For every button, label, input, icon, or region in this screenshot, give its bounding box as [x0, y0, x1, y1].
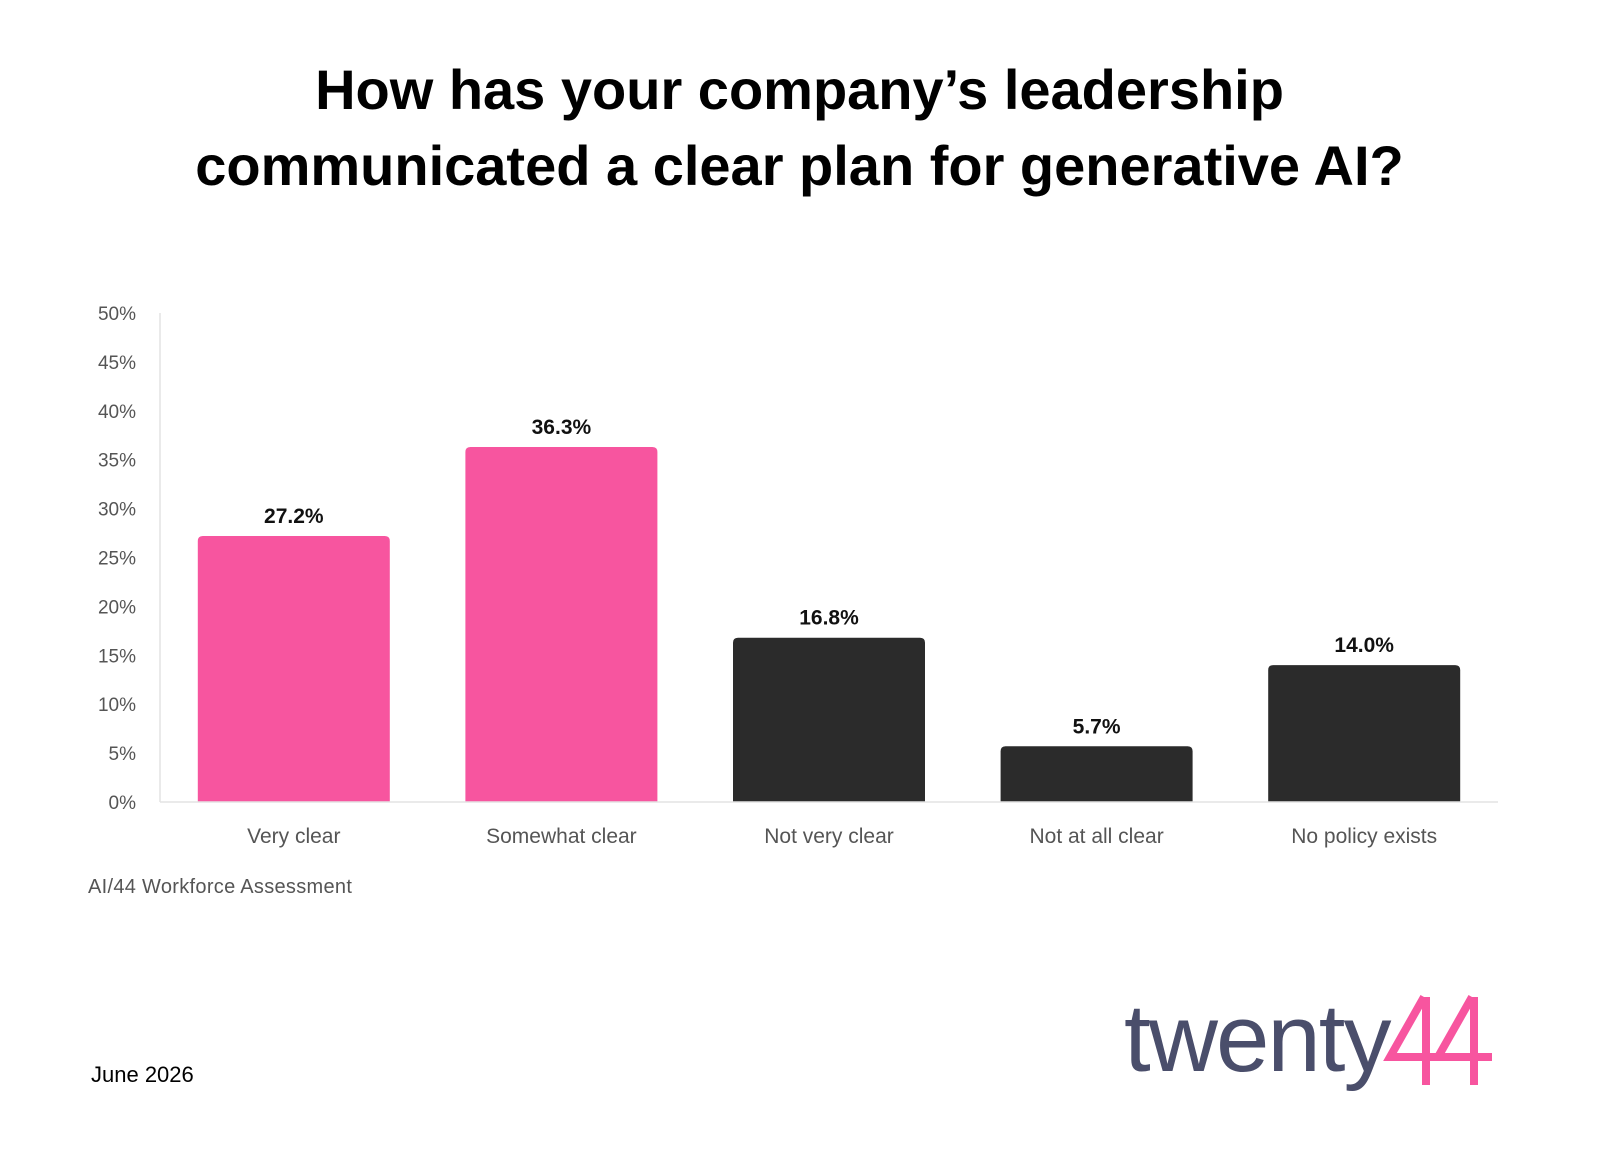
y-tick-label: 10% — [98, 695, 136, 716]
data-label: 27.2% — [264, 505, 324, 528]
x-tick-label: Somewhat clear — [486, 825, 637, 848]
y-tick-label: 5% — [109, 744, 137, 765]
y-tick-label: 40% — [98, 402, 136, 423]
x-tick-label: Very clear — [247, 825, 340, 848]
bar — [1000, 746, 1193, 802]
x-axis: Very clear Somewhat clear Not very clear No… — [160, 801, 1498, 848]
bar — [733, 637, 925, 802]
y-tick-label: 15% — [98, 646, 136, 667]
y-tick-label: 35% — [98, 451, 136, 472]
y-tick-label: 50% — [98, 304, 136, 325]
data-label: 5.7% — [1073, 715, 1121, 738]
data-label: 36.3% — [532, 416, 592, 439]
bar — [465, 446, 658, 802]
source-note: AI/44 Workforce Assessment — [88, 876, 353, 898]
chart-title-line-2: communicated a clear plan for generative… — [195, 134, 1404, 197]
bar — [197, 535, 390, 802]
date-label: June 2026 — [91, 1062, 194, 1087]
data-label: 14.0% — [1334, 634, 1394, 657]
y-tick-label: 45% — [98, 353, 136, 374]
y-tick-label: 0% — [109, 793, 137, 814]
y-tick-label: 25% — [98, 549, 136, 570]
chart-title: How has your company’s leadership commun… — [0, 52, 1599, 204]
y-axis: 0% 5% 10% 15% 20% 25% 30% 35% 40% 45% 50% — [98, 304, 161, 814]
chart-title-line-1: How has your company’s leadership — [315, 58, 1284, 121]
x-tick-label: No policy exists — [1291, 825, 1437, 848]
bar — [1268, 665, 1461, 802]
y-tick-label: 30% — [98, 500, 136, 521]
twenty44-logo: twenty — [1124, 985, 1492, 1092]
bars: 27.2% 36.3% 16.8% 5.7% 14.0% — [197, 416, 1461, 802]
svg-text:twenty: twenty — [1124, 985, 1391, 1092]
x-tick-label: Not very clear — [764, 825, 894, 848]
data-label: 16.8% — [799, 607, 859, 630]
y-tick-label: 20% — [98, 597, 136, 618]
x-tick-label: Not at all clear — [1029, 825, 1163, 848]
